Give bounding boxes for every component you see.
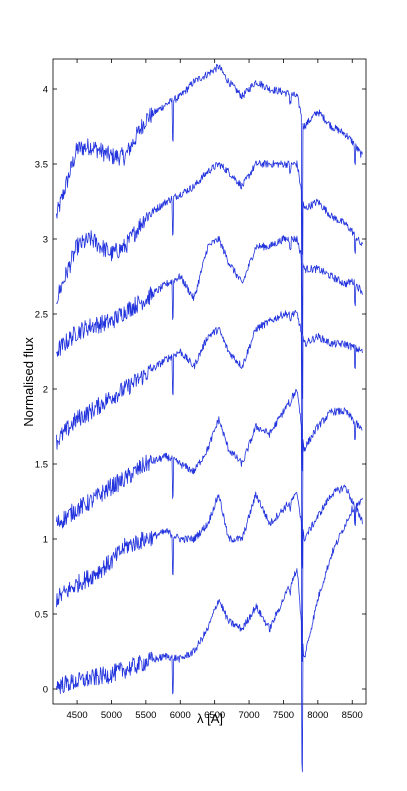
x-tick-label: 4500 xyxy=(67,710,88,721)
y-tick-label: 3 xyxy=(43,235,48,246)
spectrum-line xyxy=(56,235,363,400)
spectrum-line xyxy=(56,160,363,335)
y-tick-label: 1.5 xyxy=(35,460,48,471)
x-axis-ticks: 4500 5000 5500 6000 6500 7000 7500 8000 8500 xyxy=(67,59,363,721)
y-tick-label: 0.5 xyxy=(35,610,48,621)
x-tick-label: 8000 xyxy=(307,710,328,721)
x-tick-label: 6000 xyxy=(170,710,191,721)
plot-frame xyxy=(52,58,367,705)
y-tick-label: 1 xyxy=(43,535,48,546)
spectrum-line xyxy=(56,63,363,256)
x-tick-label: 7500 xyxy=(273,710,294,721)
x-tick-label: 8500 xyxy=(342,710,363,721)
y-tick-label: 4 xyxy=(43,85,48,96)
series-layer xyxy=(56,63,363,773)
spectrum-line xyxy=(56,484,363,662)
x-tick-label: 6500 xyxy=(204,710,225,721)
y-axis-title: Normalised flux xyxy=(21,337,36,427)
y-tick-label: 2 xyxy=(43,385,48,396)
y-axis-ticks: 0 0.5 1 1.5 2 2.5 3 3.5 4 xyxy=(35,85,366,696)
x-tick-label: 7000 xyxy=(238,710,259,721)
x-tick-label: 5500 xyxy=(135,710,156,721)
spectrum-line xyxy=(56,309,363,472)
spectrum-line xyxy=(56,388,363,569)
y-tick-label: 3.5 xyxy=(35,160,48,171)
x-tick-label: 5000 xyxy=(101,710,122,721)
y-tick-label: 2.5 xyxy=(35,310,48,321)
y-tick-label: 0 xyxy=(43,685,48,696)
x-axis-title: λ [A] xyxy=(197,711,223,726)
spectrum-line xyxy=(56,497,363,773)
